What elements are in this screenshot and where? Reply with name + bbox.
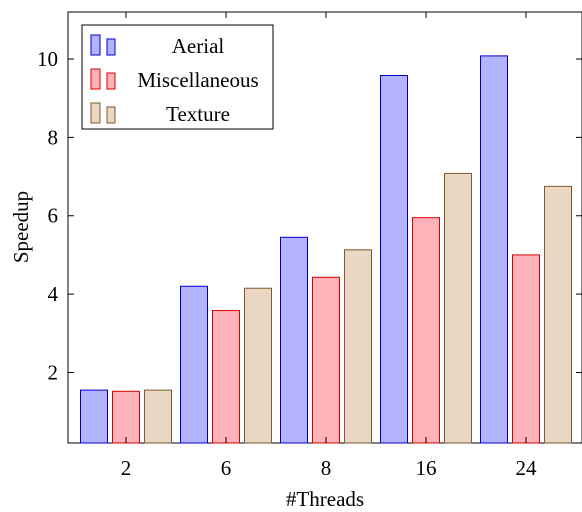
legend-swatch-aerial	[90, 34, 101, 56]
bar-aerial-2	[80, 389, 108, 444]
bar-miscellaneous-6	[212, 310, 240, 444]
legend-swatch-aerial	[106, 38, 116, 56]
x-tick-label: 16	[416, 456, 437, 480]
bar-miscellaneous-24	[512, 254, 540, 444]
x-tick-label: 2	[121, 456, 132, 480]
y-tick-label: 8	[48, 125, 59, 149]
x-tick-label: 8	[321, 456, 332, 480]
bar-miscellaneous-8	[312, 276, 340, 444]
x-axis-label: #Threads	[286, 487, 364, 511]
bar-texture-24	[544, 185, 572, 444]
bar-aerial-24	[480, 55, 508, 444]
y-tick-label: 6	[48, 204, 59, 228]
legend-label-miscellaneous: Miscellaneous	[137, 68, 258, 92]
y-axis-label: Speedup	[9, 191, 33, 263]
legend-label-aerial: Aerial	[172, 34, 225, 58]
bar-texture-6	[244, 287, 272, 444]
y-tick-label: 2	[48, 360, 59, 384]
x-tick-label: 24	[516, 456, 538, 480]
bar-texture-16	[444, 172, 472, 444]
bar-texture-8	[344, 249, 372, 444]
bar-aerial-6	[180, 285, 208, 444]
bar-miscellaneous-2	[112, 390, 140, 444]
legend-swatch-texture	[90, 102, 101, 124]
bars-group	[80, 55, 572, 444]
bar-aerial-8	[280, 236, 308, 444]
y-tick-label: 4	[48, 282, 59, 306]
bar-miscellaneous-16	[412, 217, 440, 444]
bar-aerial-16	[380, 74, 408, 444]
y-tick-label: 10	[37, 47, 58, 71]
legend-swatch-miscellaneous	[106, 72, 116, 90]
legend: Aerial Miscellaneous Texture	[81, 24, 274, 130]
x-tick-label: 6	[221, 456, 232, 480]
legend-swatch-texture	[106, 106, 116, 124]
legend-label-texture: Texture	[166, 102, 230, 126]
bar-texture-2	[144, 389, 172, 444]
legend-swatch-miscellaneous	[90, 68, 101, 90]
